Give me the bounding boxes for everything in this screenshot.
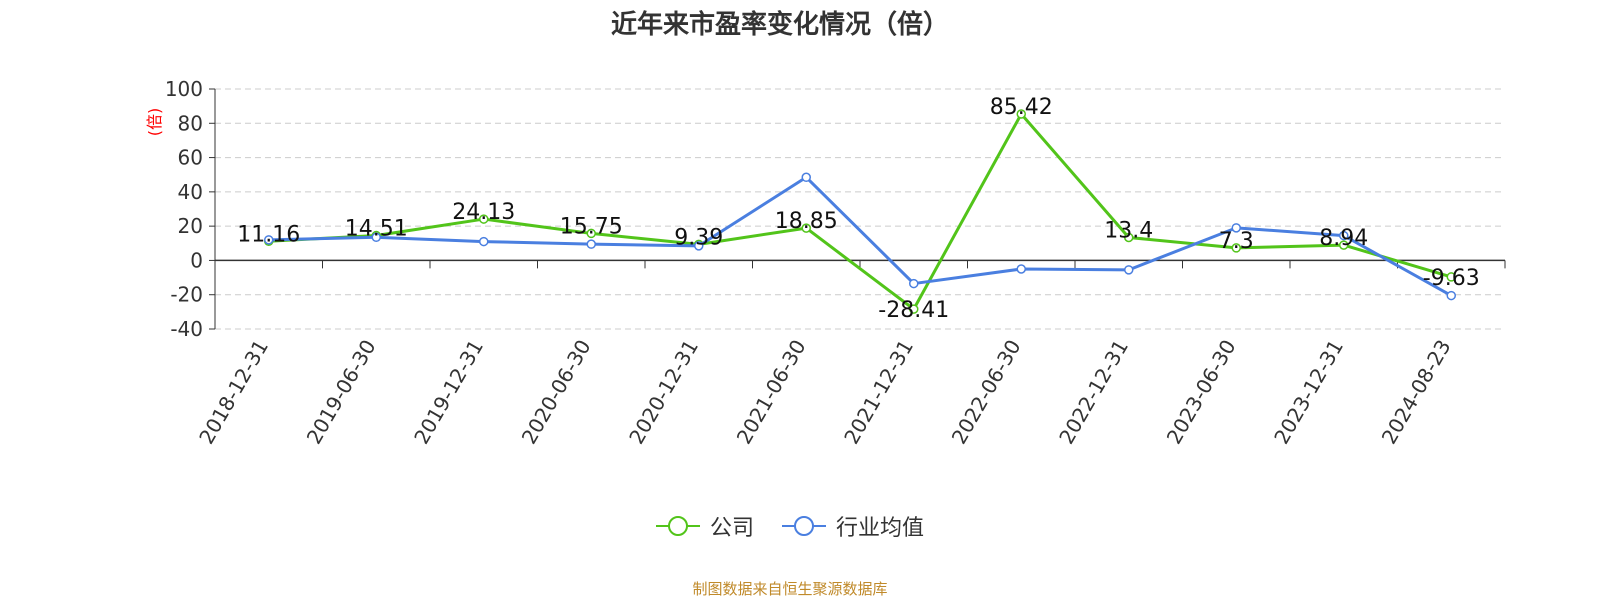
x-tick-label: 2022-06-30 bbox=[947, 336, 1026, 449]
x-tick-label: 2019-06-30 bbox=[302, 336, 381, 449]
series-point-0 bbox=[1124, 232, 1134, 243]
data-label: 18.85 bbox=[775, 209, 838, 234]
series-line-0 bbox=[268, 112, 1452, 311]
axes: -40 -20 0 20 40 60 80 100 2018-12-31 2019-06-30 20… bbox=[145, 77, 1506, 449]
x-tick-label: 2019-12-31 bbox=[409, 336, 488, 449]
series-point-0 bbox=[586, 228, 596, 239]
data-label: 14.51 bbox=[345, 217, 408, 242]
x-tick-label: 2023-06-30 bbox=[1162, 336, 1241, 449]
legend-item-industry-avg[interactable]: 行业均值 bbox=[782, 510, 924, 542]
x-tick-label: 2022-12-31 bbox=[1054, 336, 1133, 449]
series-point-0 bbox=[801, 223, 811, 233]
y-tick-label: 0 bbox=[190, 248, 203, 272]
series-point-1 bbox=[694, 241, 704, 251]
data-labels: 11.16 14.51 24.13 15.75 9.39 18.85 -28.41 85.42… bbox=[237, 95, 1479, 323]
x-tick-label: 2018-12-31 bbox=[194, 336, 273, 449]
series-point-1 bbox=[1016, 264, 1026, 274]
legend-industry-icon bbox=[782, 516, 826, 536]
data-label: -28.41 bbox=[878, 298, 949, 323]
x-tick-label: 2020-06-30 bbox=[517, 336, 596, 449]
series-point-1 bbox=[1231, 223, 1241, 233]
y-tick-label: -20 bbox=[170, 283, 203, 307]
series-point-1 bbox=[1339, 230, 1349, 241]
series-point-1 bbox=[371, 232, 381, 243]
series-point-0 bbox=[1339, 240, 1349, 250]
series-point-0 bbox=[1231, 243, 1241, 253]
x-tick-label: 2021-06-30 bbox=[732, 336, 811, 449]
y-tick-label: 20 bbox=[178, 214, 203, 238]
series-layer bbox=[264, 109, 1456, 314]
source-note: 制图数据来自恒生聚源数据库 bbox=[692, 580, 888, 598]
legend-item-company[interactable]: 公司 bbox=[655, 510, 754, 542]
y-tick-label: 40 bbox=[178, 180, 203, 204]
series-point-0 bbox=[1016, 109, 1026, 119]
data-label: 15.75 bbox=[560, 214, 623, 239]
series-point-1 bbox=[264, 235, 274, 245]
series-point-1 bbox=[479, 236, 489, 247]
legend-company-label: 公司 bbox=[709, 516, 754, 541]
legend: 公司 行业均值 bbox=[0, 510, 1580, 542]
x-tick-label: 2020-12-31 bbox=[624, 336, 703, 449]
y-tick-label: 80 bbox=[178, 111, 203, 135]
data-label: 85.42 bbox=[990, 95, 1053, 120]
series-point-0 bbox=[479, 214, 489, 224]
series-point-0 bbox=[1446, 272, 1456, 282]
series-line-1 bbox=[268, 175, 1452, 297]
data-label: 11.16 bbox=[237, 222, 300, 247]
chart-title: 近年来市盈率变化情况（倍） bbox=[610, 10, 949, 40]
x-tick-label: 2024-08-23 bbox=[1377, 336, 1456, 449]
series-point-1 bbox=[1124, 265, 1134, 275]
data-label: -9.63 bbox=[1423, 266, 1480, 291]
data-label: 7.3 bbox=[1219, 229, 1254, 254]
data-label: 24.13 bbox=[452, 200, 515, 225]
data-label: 8.94 bbox=[1319, 226, 1368, 251]
legend-company-icon bbox=[655, 516, 700, 536]
series-point-1 bbox=[801, 172, 811, 183]
y-tick-label: -40 bbox=[170, 317, 203, 341]
legend-industry-label: 行业均值 bbox=[836, 516, 925, 541]
x-tick-label: 2021-12-31 bbox=[839, 336, 918, 449]
series-point-1 bbox=[1446, 290, 1456, 301]
x-tick-label: 2023-12-31 bbox=[1269, 336, 1348, 449]
y-tick-label: 100 bbox=[165, 77, 203, 101]
data-label: 9.39 bbox=[674, 225, 723, 250]
data-label: 13.4 bbox=[1104, 218, 1153, 243]
series-point-1 bbox=[909, 278, 919, 289]
grid-lines bbox=[215, 88, 1505, 330]
y-axis-title: (倍) bbox=[145, 108, 164, 137]
series-point-0 bbox=[909, 304, 919, 314]
series-point-1 bbox=[586, 239, 596, 249]
y-tick-label: 60 bbox=[178, 146, 203, 170]
